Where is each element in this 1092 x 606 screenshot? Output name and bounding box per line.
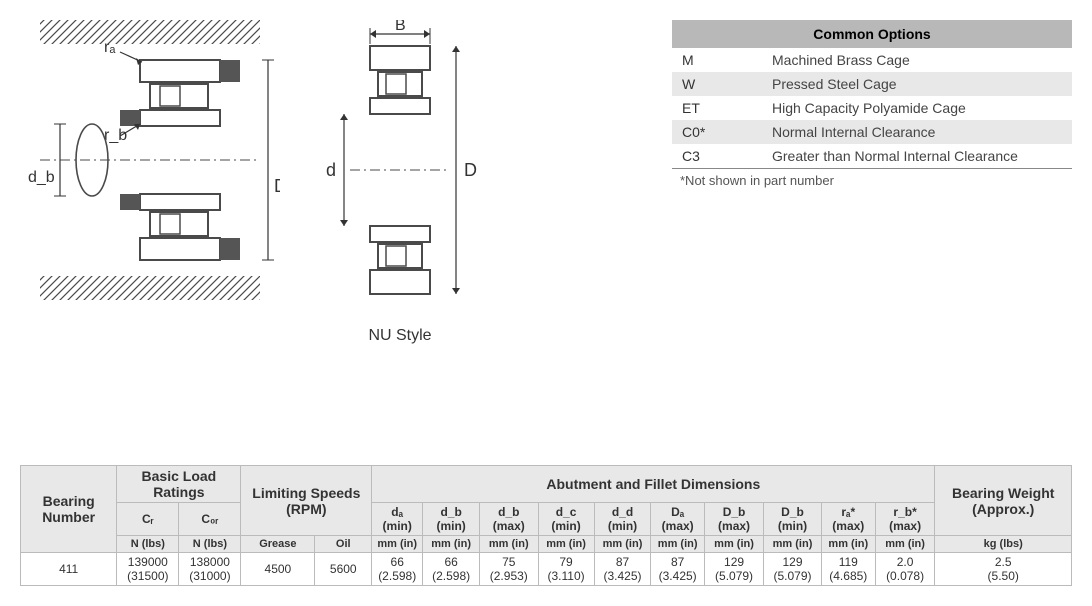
nu-style-caption: NU Style <box>320 327 480 345</box>
options-block: Common Options MMachined Brass Cage WPre… <box>672 20 1072 192</box>
hdr-dc-min: d_c (min) <box>538 503 594 536</box>
options-footnote: *Not shown in part number <box>672 169 1072 192</box>
opt-desc: Pressed Steel Cage <box>762 72 1072 96</box>
svg-text:rₐ: rₐ <box>104 39 116 56</box>
options-header: Common Options <box>672 20 1072 48</box>
opt-code: M <box>672 48 762 72</box>
unit-mm-in: mm (in) <box>875 536 935 553</box>
hdr-abutment: Abutment and Fillet Dimensions <box>372 466 935 503</box>
bearing-diagrams: rₐ r_b d_b Dₐ <box>20 20 480 345</box>
cell-dd-min: 87(3.425) <box>594 553 651 586</box>
cell-cr: 139000(31500) <box>117 553 179 586</box>
opt-desc: Greater than Normal Internal Clearance <box>762 144 1072 168</box>
cell-dc-min: 79(3.110) <box>538 553 594 586</box>
svg-text:d_b: d_b <box>28 169 55 186</box>
cell-weight: 2.5(5.50) <box>935 553 1072 586</box>
unit-n-lbs: N (lbs) <box>179 536 241 553</box>
unit-mm-in: mm (in) <box>704 536 763 553</box>
hdr-rb-max: r_b* (max) <box>875 503 935 536</box>
svg-text:Dₐ: Dₐ <box>274 176 280 196</box>
hdr-db-min: d_b (min) <box>423 503 480 536</box>
cell-Db-min: 129(5.079) <box>764 553 822 586</box>
hdr-ra-max: rₐ* (max) <box>821 503 875 536</box>
unit-mm-in: mm (in) <box>538 536 594 553</box>
opt-desc: Machined Brass Cage <box>762 48 1072 72</box>
opt-code: W <box>672 72 762 96</box>
specs-table-wrap: Bearing Number Basic Load Ratings Limiti… <box>20 465 1072 586</box>
svg-text:D: D <box>464 160 477 180</box>
cell-rb-max: 2.0(0.078) <box>875 553 935 586</box>
options-table: Common Options MMachined Brass Cage WPre… <box>672 20 1072 168</box>
data-row: 411 139000(31500) 138000(31000) 4500 560… <box>21 553 1072 586</box>
hdr-da-min: dₐ (min) <box>372 503 423 536</box>
diagram-left: rₐ r_b d_b Dₐ <box>20 20 280 305</box>
unit-mm-in: mm (in) <box>821 536 875 553</box>
hdr-dd-min: d_d (min) <box>594 503 651 536</box>
diagram-right: B d <box>320 20 480 345</box>
hdr-db-max: d_b (max) <box>480 503 538 536</box>
unit-mm-in: mm (in) <box>764 536 822 553</box>
hdr-limiting-speeds: Limiting Speeds (RPM) <box>241 466 372 536</box>
hdr-cor: C₀ᵣ <box>179 503 241 536</box>
hdr-weight: Bearing Weight (Approx.) <box>935 466 1072 536</box>
hdr-load-ratings: Basic Load Ratings <box>117 466 241 503</box>
unit-kg-lbs: kg (lbs) <box>935 536 1072 553</box>
cell-grease: 4500 <box>241 553 315 586</box>
opt-code: C0* <box>672 120 762 144</box>
hdr-Da-max: Dₐ (max) <box>651 503 704 536</box>
top-area: rₐ r_b d_b Dₐ <box>20 20 1072 345</box>
hdr-Db-max: D_b (max) <box>704 503 763 536</box>
cell-cor: 138000(31000) <box>179 553 241 586</box>
unit-grease: Grease <box>241 536 315 553</box>
opt-desc: Normal Internal Clearance <box>762 120 1072 144</box>
opt-code: ET <box>672 96 762 120</box>
svg-text:d: d <box>326 160 336 180</box>
opt-code: C3 <box>672 144 762 168</box>
specs-table: Bearing Number Basic Load Ratings Limiti… <box>20 465 1072 586</box>
unit-mm-in: mm (in) <box>372 536 423 553</box>
unit-n-lbs: N (lbs) <box>117 536 179 553</box>
hdr-cr: Cᵣ <box>117 503 179 536</box>
cell-db-min: 66(2.598) <box>423 553 480 586</box>
hdr-Db-min: D_b (min) <box>764 503 822 536</box>
unit-mm-in: mm (in) <box>594 536 651 553</box>
cell-bearing-number: 411 <box>21 553 117 586</box>
cell-Da-max: 87(3.425) <box>651 553 704 586</box>
unit-mm-in: mm (in) <box>423 536 480 553</box>
cell-da-min: 66(2.598) <box>372 553 423 586</box>
svg-text:B: B <box>395 20 406 34</box>
cell-ra-max: 119(4.685) <box>821 553 875 586</box>
unit-oil: Oil <box>315 536 372 553</box>
cell-db-max: 75(2.953) <box>480 553 538 586</box>
svg-text:r_b: r_b <box>104 127 127 144</box>
cell-oil: 5600 <box>315 553 372 586</box>
opt-desc: High Capacity Polyamide Cage <box>762 96 1072 120</box>
unit-mm-in: mm (in) <box>651 536 704 553</box>
hdr-bearing-number: Bearing Number <box>21 466 117 553</box>
unit-mm-in: mm (in) <box>480 536 538 553</box>
cell-Db-max: 129(5.079) <box>704 553 763 586</box>
